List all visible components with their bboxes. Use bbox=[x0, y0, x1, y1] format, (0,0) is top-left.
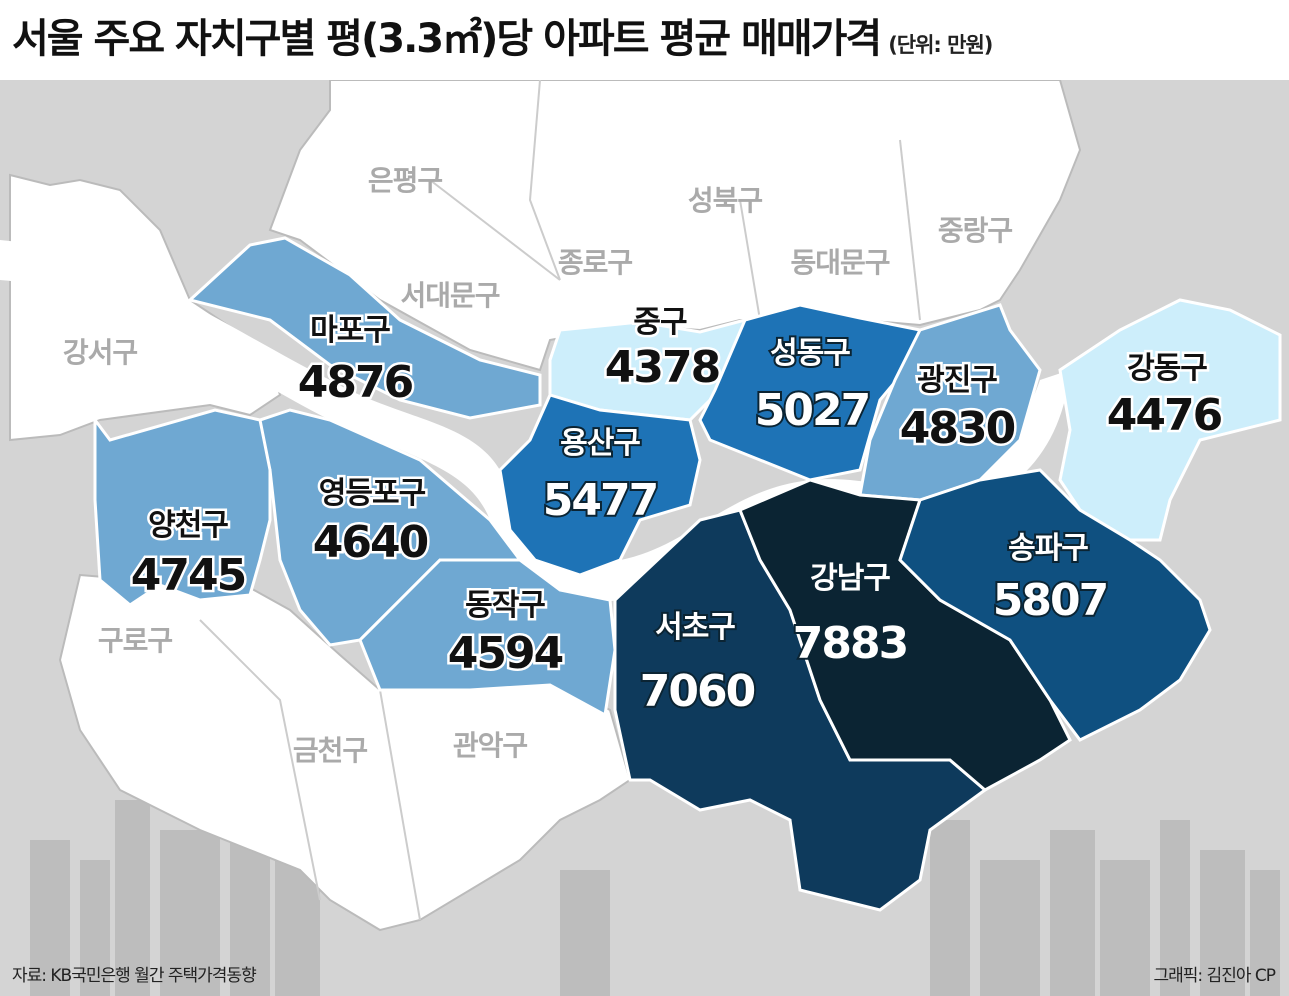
name-gwangjin: 광진구 bbox=[917, 363, 997, 398]
district-yangcheon bbox=[93, 408, 272, 607]
label-guro: 구로구 bbox=[98, 624, 173, 657]
unit-label: (단위: 만원) bbox=[888, 33, 993, 57]
seoul-district-map: 은평구 성북구 종로구 중랑구 서대문구 동대문구 강서구 구로구 금천구 관악… bbox=[0, 80, 1289, 996]
district-seongdong bbox=[698, 303, 923, 482]
label-eunpyeong: 은평구 bbox=[368, 164, 443, 197]
label-geumcheon: 금천구 bbox=[293, 734, 368, 767]
value-junggu: 4378 bbox=[605, 342, 719, 393]
value-seongdong: 5027 bbox=[755, 385, 869, 436]
graphic-credit: 그래픽: 김진아 CP bbox=[1153, 966, 1276, 986]
name-seongdong: 성동구 bbox=[770, 336, 850, 371]
district-songpa bbox=[898, 468, 1212, 742]
title-row: 서울 주요 자치구별 평(3.3㎡)당 아파트 평균 매매가격 (단위: 만원) bbox=[12, 6, 993, 76]
name-yangcheon: 양천구 bbox=[148, 508, 228, 543]
name-yeongdeungpo: 영등포구 bbox=[319, 476, 426, 511]
label-seongbuk: 성북구 bbox=[688, 184, 763, 217]
value-gangdong: 4476 bbox=[1107, 390, 1222, 441]
value-yongsan: 5477 bbox=[543, 475, 657, 526]
value-mapo: 4876 bbox=[298, 357, 413, 408]
district-labels: 마포구 4876 중구 4378 성동구 5027 광진구 4830 강동구 4… bbox=[128, 303, 1226, 720]
district-gangnam bbox=[738, 478, 1072, 792]
label-gwanak: 관악구 bbox=[453, 729, 528, 762]
map-title: 서울 주요 자치구별 평(3.3㎡)당 아파트 평균 매매가격 bbox=[12, 16, 882, 62]
label-dongdaemun: 동대문구 bbox=[790, 246, 889, 279]
value-yangcheon: 4745 bbox=[131, 550, 245, 601]
value-dongjak: 4594 bbox=[448, 628, 563, 679]
value-gangnam: 7883 bbox=[793, 618, 907, 669]
label-jungnang: 중랑구 bbox=[938, 214, 1013, 247]
name-yongsan: 용산구 bbox=[560, 426, 640, 461]
name-gangnam: 강남구 bbox=[810, 561, 890, 596]
district-dongjak bbox=[358, 558, 617, 718]
label-gangseo: 강서구 bbox=[63, 336, 138, 369]
label-seodaemun: 서대문구 bbox=[400, 279, 499, 312]
north-districts-area bbox=[268, 80, 1082, 372]
name-junggu: 중구 bbox=[633, 305, 687, 340]
districts-with-data bbox=[93, 236, 1282, 912]
name-dongjak: 동작구 bbox=[465, 588, 545, 623]
name-songpa: 송파구 bbox=[1008, 531, 1088, 566]
value-yeongdeungpo: 4640 bbox=[313, 517, 428, 568]
value-gwangjin: 4830 bbox=[900, 403, 1015, 454]
district-gangdong bbox=[1058, 298, 1282, 542]
label-jongno: 종로구 bbox=[558, 246, 633, 279]
value-songpa: 5807 bbox=[993, 575, 1107, 626]
source-note: 자료: KB국민은행 월간 주택가격동향 bbox=[12, 966, 257, 986]
value-seocho: 7060 bbox=[640, 666, 755, 717]
no-data-labels: 은평구 성북구 종로구 중랑구 서대문구 동대문구 강서구 구로구 금천구 관악… bbox=[63, 164, 1014, 767]
south-west-area bbox=[58, 558, 632, 932]
name-gangdong: 강동구 bbox=[1127, 351, 1207, 386]
name-seocho: 서초구 bbox=[655, 610, 735, 645]
district-yongsan bbox=[498, 393, 702, 577]
map-area: 은평구 성북구 종로구 중랑구 서대문구 동대문구 강서구 구로구 금천구 관악… bbox=[0, 80, 1289, 996]
no-data-borders bbox=[199, 80, 921, 921]
skyline-decoration bbox=[30, 800, 1280, 996]
name-mapo: 마포구 bbox=[310, 313, 390, 348]
district-mapo bbox=[186, 236, 542, 420]
